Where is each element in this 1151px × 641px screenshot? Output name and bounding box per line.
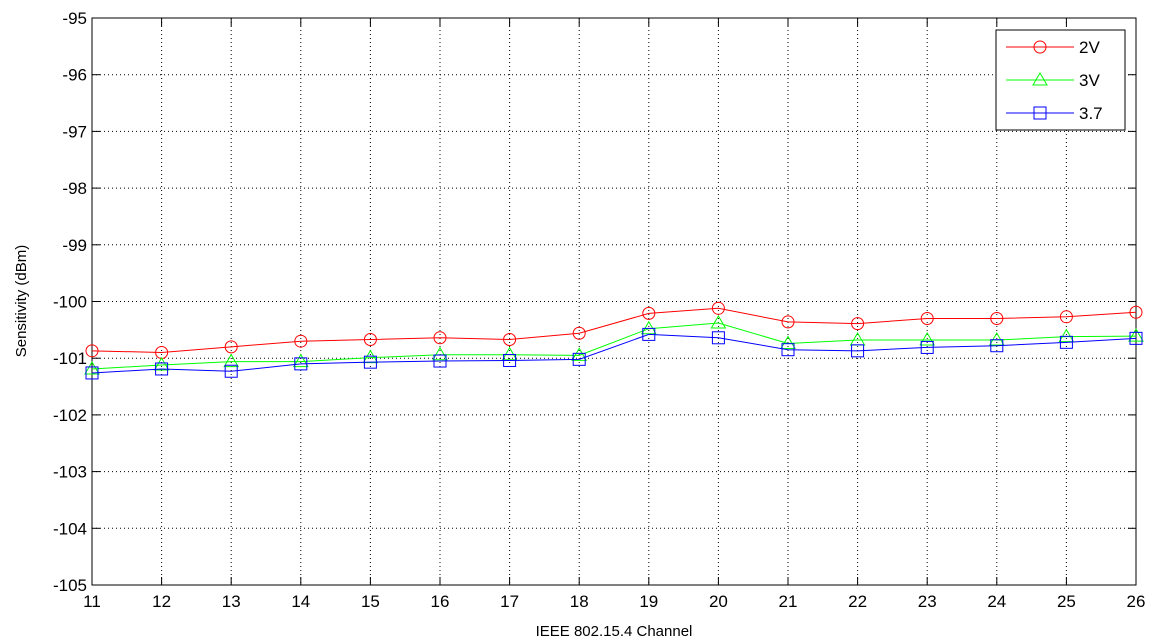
data-point: [501, 346, 518, 361]
x-tick-labels: 11 12 13 14 15 16 17 18 19 20 21 22 23 24 25 26: [83, 592, 1145, 611]
data-point: [710, 315, 727, 329]
data-point: [920, 312, 934, 326]
series-2V: [85, 301, 1143, 360]
legend-entry: 3.7: [1006, 104, 1103, 123]
legend-marker: [1032, 72, 1048, 86]
data-point: [1059, 310, 1073, 324]
series-3V: [84, 315, 1144, 375]
legend-entry: 3V: [1006, 71, 1100, 90]
data-point: [224, 364, 238, 378]
axis-ticks: [91, 17, 1137, 586]
x-tick-label: 17: [500, 592, 519, 611]
data-point: [294, 334, 308, 348]
data-point: [84, 360, 100, 375]
data-point: [988, 332, 1005, 346]
series-line: [91, 322, 1137, 370]
data-point: [224, 340, 238, 354]
data-point: [1129, 305, 1143, 319]
x-tick-label: 12: [152, 592, 171, 611]
x-tick-label: 18: [570, 592, 589, 611]
x-tick-label: 20: [709, 592, 728, 611]
data-point: [503, 332, 517, 346]
legend-label: 2V: [1079, 38, 1100, 57]
data-point: [292, 353, 309, 368]
data-point: [851, 344, 865, 358]
series-3-7: [85, 327, 1143, 380]
data-point: [642, 327, 656, 341]
y-tick-label: -99: [62, 236, 87, 255]
y-tick-label: -102: [53, 406, 87, 425]
data-point: [363, 332, 377, 346]
data-point: [223, 353, 240, 368]
x-tick-label: 25: [1057, 592, 1076, 611]
data-point: [571, 347, 588, 361]
data-point: [572, 352, 586, 366]
legend-marker: [1033, 40, 1047, 54]
y-tick-label: -104: [53, 519, 87, 538]
data-point: [1128, 328, 1144, 342]
data-point: [1059, 335, 1073, 349]
y-axis-title: Sensitivity (dBm): [13, 245, 30, 358]
series-lines: [84, 301, 1144, 380]
y-tick-label: -98: [62, 179, 87, 198]
legend-label: 3V: [1079, 71, 1100, 90]
x-tick-label: 19: [639, 592, 658, 611]
data-point: [85, 366, 99, 380]
data-point: [919, 332, 936, 346]
data-point: [781, 315, 795, 329]
series-line: [91, 333, 1137, 374]
y-tick-label: -95: [62, 9, 87, 28]
data-point: [642, 306, 656, 320]
data-point: [920, 340, 934, 354]
y-tick-labels: -105 -104 -103 -102 -101 -100 -99 -98 -97 -96 -95: [53, 9, 87, 595]
data-point: [85, 344, 99, 358]
x-tick-label: 11: [83, 592, 101, 611]
legend: 2V 3V 3.7: [995, 29, 1126, 131]
x-axis-title: IEEE 802.15.4 Channel: [536, 623, 693, 640]
x-tick-label: 23: [918, 592, 937, 611]
y-tick-label: -103: [53, 463, 87, 482]
data-point: [1058, 328, 1075, 343]
data-point: [711, 301, 725, 315]
data-point: [155, 362, 169, 376]
x-tick-label: 14: [291, 592, 310, 611]
data-point: [851, 317, 865, 331]
data-point: [1129, 331, 1143, 345]
data-point: [711, 331, 725, 345]
y-tick-label: -96: [62, 66, 87, 85]
data-point: [432, 346, 448, 361]
series-line: [91, 307, 1137, 354]
data-point: [990, 312, 1004, 326]
y-tick-label: -97: [62, 122, 87, 141]
legend-marker: [1033, 106, 1047, 120]
data-point: [294, 357, 308, 371]
legend-label: 3.7: [1079, 104, 1103, 123]
data-point: [572, 326, 586, 340]
x-tick-label: 21: [779, 592, 798, 611]
data-point: [781, 343, 795, 357]
y-tick-label: -105: [53, 576, 87, 595]
y-tick-label: -101: [53, 349, 87, 368]
data-point: [780, 335, 796, 349]
x-tick-label: 22: [848, 592, 867, 611]
plot-area: [92, 18, 1136, 585]
legend-entry: 2V: [1006, 38, 1100, 57]
data-point: [153, 357, 170, 371]
data-point: [640, 320, 657, 335]
x-tick-label: 26: [1127, 592, 1146, 611]
data-point: [433, 331, 447, 345]
data-point: [503, 353, 517, 367]
data-point: [990, 339, 1004, 353]
x-tick-label: 15: [361, 592, 380, 611]
x-tick-label: 16: [431, 592, 450, 611]
data-point: [433, 354, 447, 368]
data-point: [363, 355, 377, 369]
x-tick-label: 24: [987, 592, 1006, 611]
x-tick-label: 13: [222, 592, 241, 611]
y-tick-label: -100: [53, 293, 87, 312]
